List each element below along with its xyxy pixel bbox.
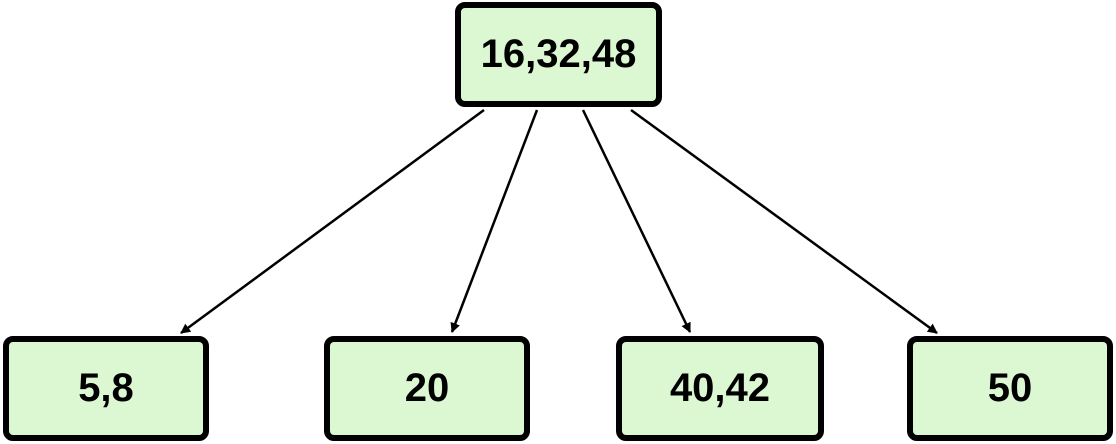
child-node-label: 20 [404,366,450,410]
child-node-4: 50 [907,336,1113,441]
edge-root-to-child-4 [630,108,938,335]
root-node-label: 16,32,48 [480,32,637,76]
child-node-label: 50 [987,366,1033,410]
edge-root-to-child-3 [581,109,692,333]
root-node: 16,32,48 [455,2,662,107]
edge-root-to-child-1 [180,108,485,335]
child-node-2: 20 [324,336,530,441]
child-node-3: 40,42 [616,336,824,441]
child-node-1: 5,8 [3,336,209,441]
child-node-label: 5,8 [78,366,134,410]
edge-root-to-child-2 [450,109,539,333]
child-node-label: 40,42 [669,366,771,410]
